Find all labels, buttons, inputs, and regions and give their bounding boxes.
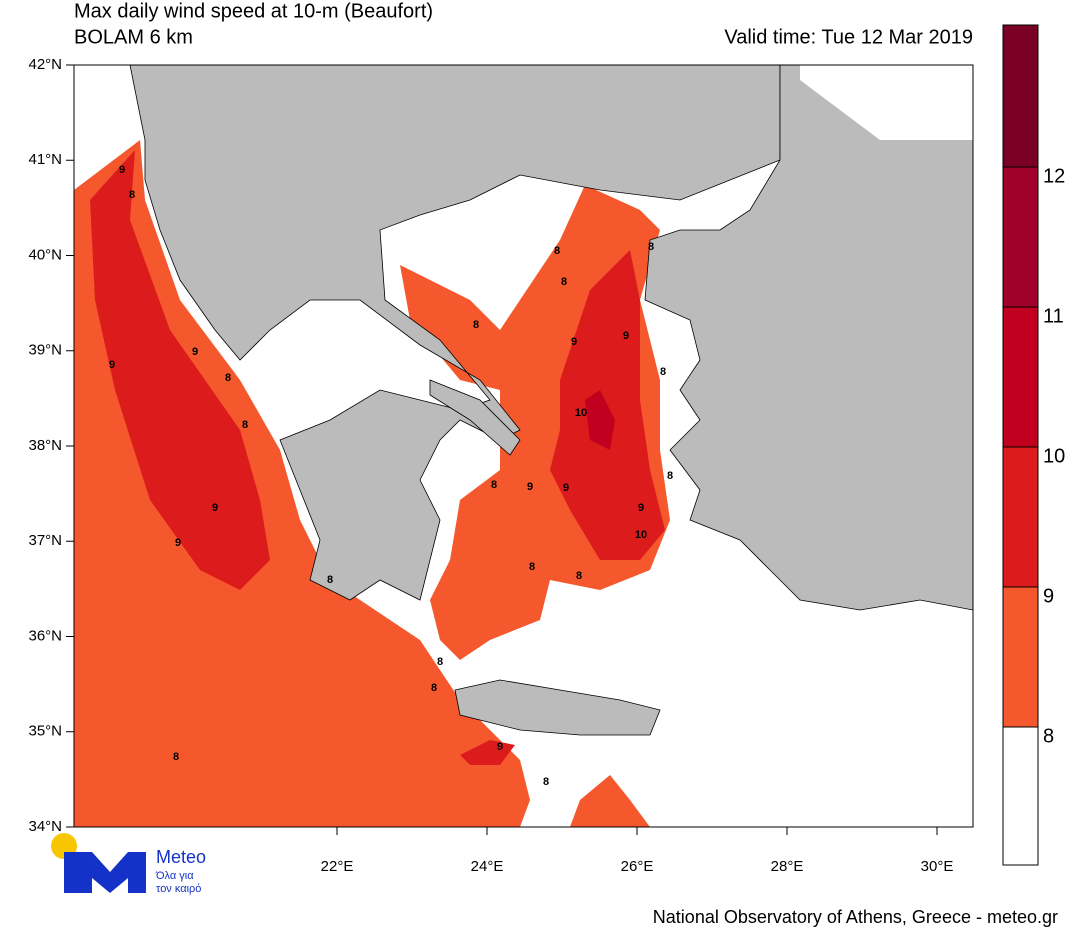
title: Max daily wind speed at 10-m (Beaufort) [74,0,433,22]
colorbar-label: 11 [1043,305,1064,327]
land-turkey [644,65,973,611]
colorbar-frame [1002,24,1039,866]
contour-label: 10 [575,407,587,419]
logo-name: Meteo [156,847,206,867]
logo-tagline: Όλα για [155,870,194,882]
contour-label: 9 [563,482,569,494]
contour-label: 8 [576,570,582,582]
lat-label: 39°N [28,342,62,359]
lat-label: 38°N [28,437,62,454]
contour-label: 9 [175,537,181,549]
contour-label: 8 [561,276,567,288]
contour-label: 8 [648,241,654,253]
lat-label: 36°N [28,627,62,644]
lat-label: 35°N [28,723,62,740]
lat-label: 34°N [28,818,62,835]
contour-label: 8 [529,561,535,573]
contour-label: 8 [554,245,560,257]
contour-label: 9 [109,359,115,371]
contour-label: 8 [129,189,135,201]
logo-m [64,852,146,893]
wind-zone [90,150,270,590]
lat-label: 40°N [28,246,62,263]
colorbar-label: 9 [1043,585,1054,607]
contour-label: 10 [635,529,647,541]
contour-label: 8 [327,574,333,586]
land-greece [129,65,781,601]
contour-label: 9 [212,502,218,514]
land-evia [429,379,521,456]
contour-label: 8 [543,776,549,788]
colorbar-segment [1003,447,1038,587]
lat-label: 37°N [28,532,62,549]
contour-label: 8 [660,366,666,378]
contour-label: 8 [473,319,479,331]
contour-label: 8 [437,656,443,668]
lon-label: 22°E [321,858,354,875]
contour-label: 9 [623,330,629,342]
contour-label: 8 [491,479,497,491]
contour-label: 9 [527,481,533,493]
land-crete [454,679,661,736]
contour-label: 9 [497,741,503,753]
wind-zone [74,140,530,827]
colorbar-label: 12 [1043,165,1065,187]
lat-label: 42°N [28,56,62,73]
wind-zone [585,390,615,450]
lon-label: 24°E [471,858,504,875]
colorbar-segment [1003,167,1038,307]
model: BOLAM 6 km [74,26,193,48]
colorbar-label: 8 [1043,725,1054,747]
lon-label: 26°E [621,858,654,875]
contour-label: 8 [431,682,437,694]
contour-label: 8 [225,372,231,384]
lon-label: 28°E [771,858,804,875]
colorbar-label: 10 [1043,445,1065,467]
contour-label: 9 [192,346,198,358]
contour-label: 8 [173,751,179,763]
wind-zone [570,775,650,827]
contour-label: 9 [638,502,644,514]
colorbar-segment [1003,307,1038,447]
footer: National Observatory of Athens, Greece -… [653,907,1058,927]
wind-zone [460,740,515,765]
contour-label: 8 [667,470,673,482]
colorbar-segment [1003,727,1038,865]
lat-label: 41°N [28,151,62,168]
black-sea [800,65,973,140]
valid-time: Valid time: Tue 12 Mar 2019 [724,26,973,48]
logo-tagline: τον καιρό [156,883,201,895]
map-area [74,65,973,827]
contour-label: 9 [571,336,577,348]
colorbar-segment [1003,25,1038,167]
colorbar-segment [1003,587,1038,727]
contour-label: 9 [119,164,125,176]
contour-label: 8 [242,419,248,431]
lon-label: 30°E [921,858,954,875]
